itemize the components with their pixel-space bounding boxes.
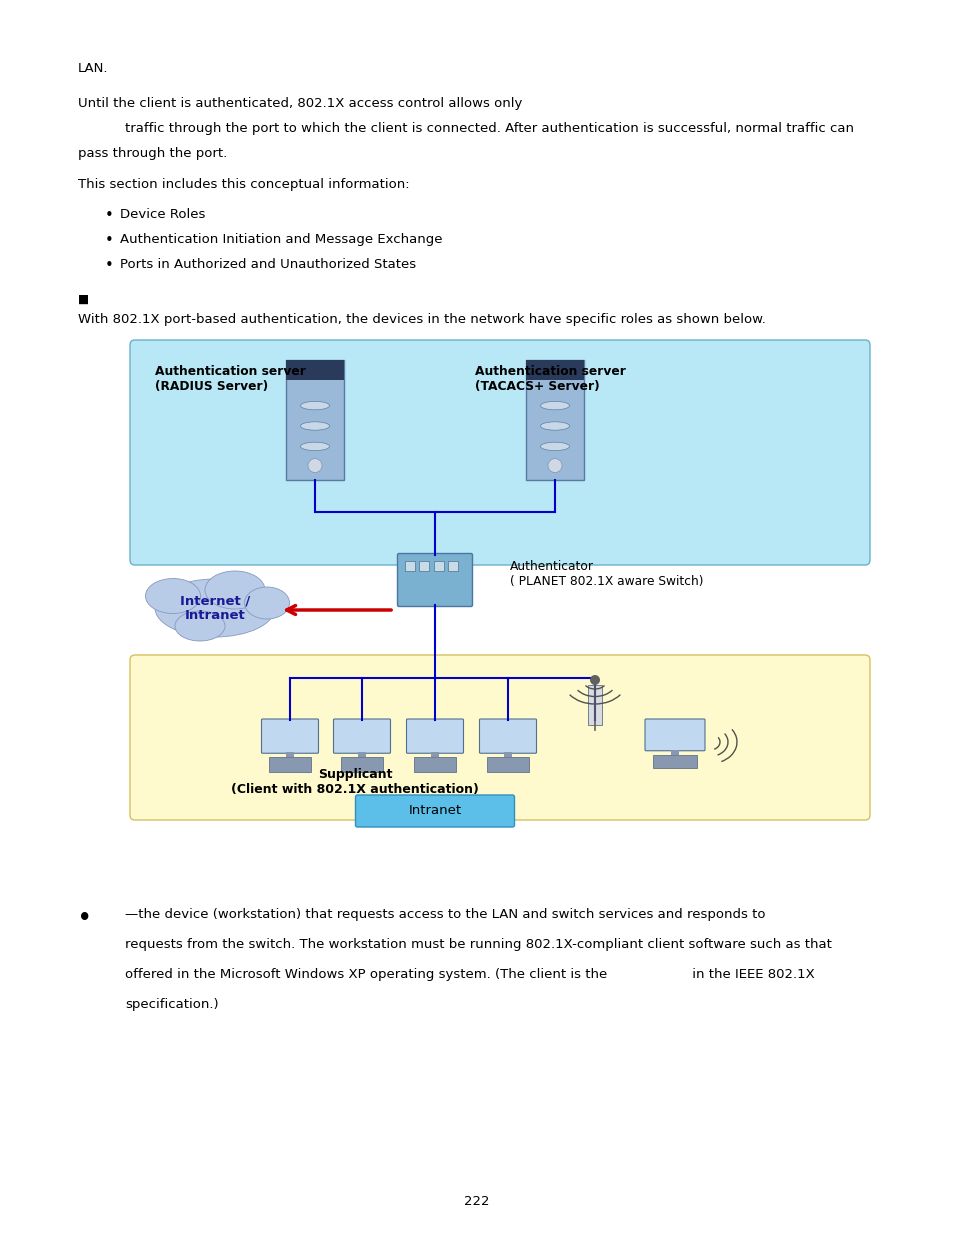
Text: Authentication server
(RADIUS Server): Authentication server (RADIUS Server) — [154, 366, 306, 393]
Ellipse shape — [540, 401, 569, 410]
Text: traffic through the port to which the client is connected. After authentication : traffic through the port to which the cl… — [125, 122, 853, 135]
Circle shape — [547, 458, 561, 473]
FancyBboxPatch shape — [334, 719, 390, 753]
Bar — [525, 359, 583, 380]
FancyBboxPatch shape — [130, 340, 869, 564]
Text: Authentication Initiation and Message Exchange: Authentication Initiation and Message Ex… — [120, 233, 442, 246]
Bar — [587, 685, 601, 725]
Text: requests from the switch. The workstation must be running 802.1X-compliant clien: requests from the switch. The workstatio… — [125, 939, 831, 951]
Circle shape — [308, 458, 321, 473]
Text: offered in the Microsoft Windows XP operating system. (The client is the        : offered in the Microsoft Windows XP oper… — [125, 968, 814, 981]
Bar — [431, 752, 438, 757]
Text: pass through the port.: pass through the port. — [78, 147, 227, 161]
Bar — [269, 757, 311, 772]
Text: Device Roles: Device Roles — [120, 207, 205, 221]
Ellipse shape — [244, 587, 289, 619]
Bar — [419, 561, 429, 571]
Text: •: • — [78, 908, 91, 927]
Bar — [341, 757, 382, 772]
Bar — [670, 750, 679, 755]
Bar — [414, 757, 456, 772]
Bar — [503, 752, 512, 757]
Text: Authenticator
( PLANET 802.1X aware Switch): Authenticator ( PLANET 802.1X aware Swit… — [510, 559, 702, 588]
Bar — [286, 359, 344, 480]
Bar — [434, 561, 443, 571]
FancyBboxPatch shape — [406, 719, 463, 753]
FancyBboxPatch shape — [479, 719, 536, 753]
Bar — [448, 561, 458, 571]
Bar — [525, 359, 583, 480]
Ellipse shape — [174, 611, 225, 641]
Text: 222: 222 — [464, 1195, 489, 1208]
Text: With 802.1X port-based authentication, the devices in the network have specific : With 802.1X port-based authentication, t… — [78, 312, 765, 326]
FancyBboxPatch shape — [261, 719, 318, 753]
Ellipse shape — [205, 571, 265, 609]
Ellipse shape — [154, 579, 274, 637]
Circle shape — [589, 676, 599, 685]
Text: Supplicant
(Client with 802.1X authentication): Supplicant (Client with 802.1X authentic… — [231, 768, 478, 797]
FancyBboxPatch shape — [397, 553, 472, 606]
Ellipse shape — [540, 422, 569, 430]
Text: LAN.: LAN. — [78, 62, 109, 75]
Bar — [405, 561, 415, 571]
Ellipse shape — [146, 578, 200, 614]
Text: This section includes this conceptual information:: This section includes this conceptual in… — [78, 178, 409, 191]
Bar — [357, 752, 366, 757]
Text: Until the client is authenticated, 802.1X access control allows only: Until the client is authenticated, 802.1… — [78, 98, 522, 110]
FancyBboxPatch shape — [130, 655, 869, 820]
Text: •: • — [105, 258, 113, 273]
FancyBboxPatch shape — [644, 719, 704, 751]
Ellipse shape — [300, 422, 329, 430]
Text: •: • — [105, 233, 113, 248]
Bar — [487, 757, 528, 772]
Text: Internet /
Intranet: Internet / Intranet — [180, 594, 250, 622]
FancyBboxPatch shape — [355, 795, 514, 827]
Bar — [286, 752, 294, 757]
Text: Ports in Authorized and Unauthorized States: Ports in Authorized and Unauthorized Sta… — [120, 258, 416, 270]
Bar — [286, 359, 344, 380]
Text: ■: ■ — [78, 293, 89, 306]
Ellipse shape — [300, 401, 329, 410]
Text: Authentication server
(TACACS+ Server): Authentication server (TACACS+ Server) — [475, 366, 625, 393]
Ellipse shape — [540, 442, 569, 451]
Text: specification.): specification.) — [125, 998, 218, 1011]
Text: —the device (workstation) that requests access to the LAN and switch services an: —the device (workstation) that requests … — [125, 908, 764, 921]
Bar — [652, 755, 697, 768]
Text: •: • — [105, 207, 113, 224]
Text: Intranet: Intranet — [408, 804, 461, 818]
Ellipse shape — [300, 442, 329, 451]
